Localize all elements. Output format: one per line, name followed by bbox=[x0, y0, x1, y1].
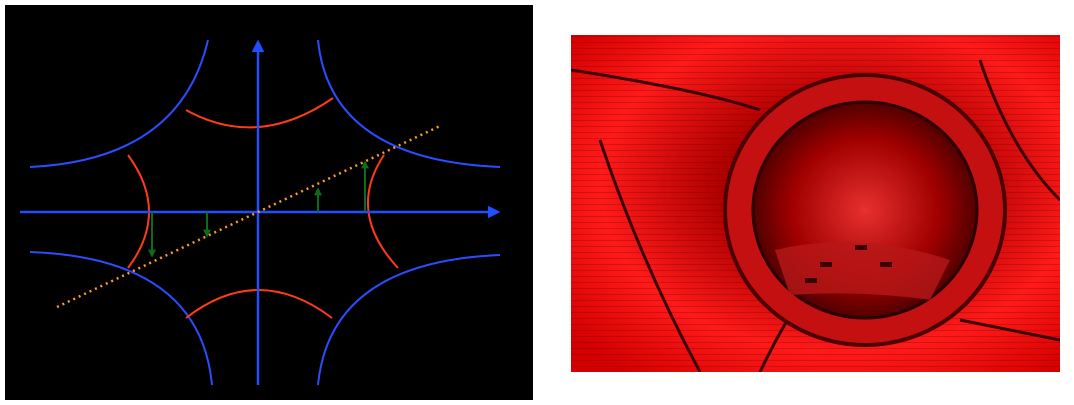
pole-curve bbox=[29, 39, 209, 168]
pole-curve bbox=[317, 39, 501, 168]
coil-edge bbox=[598, 139, 702, 372]
particle-line bbox=[56, 124, 441, 309]
hole bbox=[805, 278, 817, 283]
bore-floor bbox=[775, 242, 950, 300]
hole bbox=[820, 262, 832, 267]
hole bbox=[880, 262, 892, 267]
pole-curves bbox=[29, 39, 501, 386]
coil-edge bbox=[959, 318, 1060, 342]
magnet-photo bbox=[571, 35, 1060, 372]
coil-segments bbox=[571, 59, 1060, 372]
pole-curve bbox=[317, 254, 501, 386]
diagram-background bbox=[5, 5, 533, 400]
quadrupole-diagram bbox=[5, 5, 533, 400]
pole-curve bbox=[29, 251, 213, 386]
coil-edge bbox=[571, 68, 761, 112]
coil-edge bbox=[978, 59, 1060, 202]
floor-holes bbox=[805, 245, 892, 283]
hole bbox=[855, 245, 867, 250]
force-arrows bbox=[148, 160, 369, 258]
